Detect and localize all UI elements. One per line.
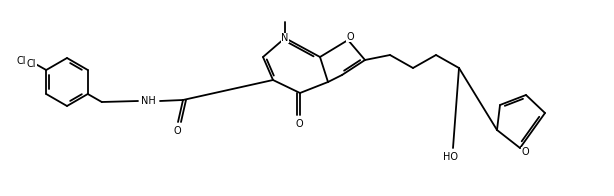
Text: Cl: Cl xyxy=(17,56,26,66)
Text: HO: HO xyxy=(443,152,457,162)
Text: O: O xyxy=(346,32,354,42)
Text: O: O xyxy=(173,126,181,136)
Text: Cl: Cl xyxy=(27,59,36,69)
Text: O: O xyxy=(521,147,529,157)
Text: N: N xyxy=(281,33,289,43)
Text: NH: NH xyxy=(141,96,155,106)
Text: O: O xyxy=(295,119,303,129)
